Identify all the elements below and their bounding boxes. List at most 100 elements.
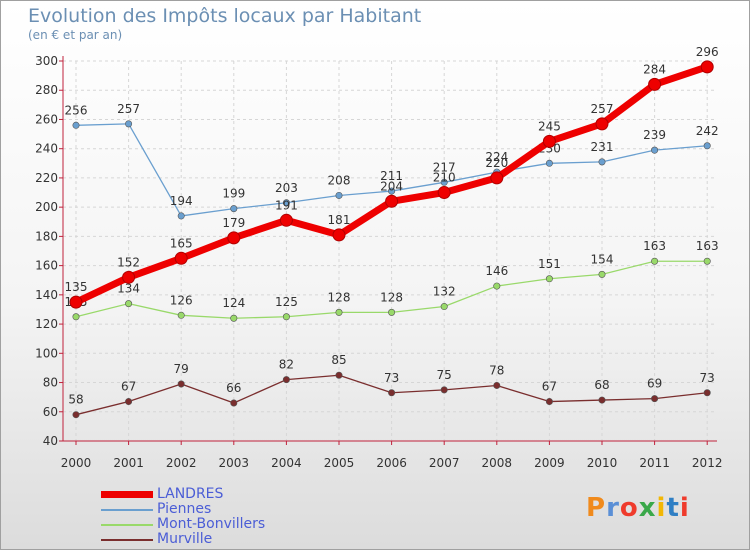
- x-tick-label: 2000: [61, 456, 92, 470]
- data-point: [493, 381, 501, 389]
- data-point: [177, 212, 185, 220]
- x-tick-label: 2004: [271, 456, 302, 470]
- x-tick-label: 2010: [587, 456, 618, 470]
- data-point: [703, 257, 711, 265]
- y-tick-label: 180: [35, 229, 58, 243]
- x-tick-label: 2011: [639, 456, 670, 470]
- data-point: [177, 311, 185, 319]
- data-label: 191: [275, 198, 298, 212]
- data-label: 67: [121, 380, 136, 394]
- data-label: 210: [433, 171, 456, 185]
- data-label: 124: [222, 296, 245, 310]
- data-point: [72, 121, 80, 129]
- data-label: 208: [328, 173, 351, 187]
- data-point: [648, 77, 662, 91]
- y-tick-label: 140: [35, 288, 58, 302]
- data-point: [227, 231, 241, 245]
- data-label: 125: [275, 295, 298, 309]
- legend-item: LANDRES: [101, 487, 265, 502]
- legend-item: Mont-Bonvillers: [101, 517, 265, 532]
- data-point: [440, 303, 448, 311]
- data-point: [282, 313, 290, 321]
- y-tick-label: 40: [43, 434, 58, 448]
- data-point: [437, 186, 451, 200]
- data-label: 58: [68, 393, 83, 407]
- legend-swatch: [101, 538, 153, 541]
- y-tick-label: 60: [43, 405, 58, 419]
- logo-letter: o: [619, 493, 639, 523]
- legend-label: Piennes: [157, 501, 212, 517]
- data-point: [440, 178, 448, 186]
- data-point: [282, 199, 290, 207]
- proxiti-logo: Proxiti: [586, 493, 690, 523]
- data-label: 181: [328, 213, 351, 227]
- data-label: 128: [380, 290, 403, 304]
- data-label: 296: [696, 45, 719, 59]
- data-label: 82: [279, 358, 294, 372]
- data-point: [493, 282, 501, 290]
- data-label: 242: [696, 124, 719, 138]
- data-point: [174, 251, 188, 265]
- data-label: 73: [700, 371, 715, 385]
- data-label: 203: [275, 181, 298, 195]
- data-label: 151: [538, 257, 561, 271]
- data-point: [122, 270, 136, 284]
- data-point: [545, 398, 553, 406]
- data-label: 224: [485, 150, 508, 164]
- x-tick-label: 2008: [482, 456, 513, 470]
- data-point: [282, 376, 290, 384]
- data-point: [388, 389, 396, 397]
- data-label: 179: [222, 216, 245, 230]
- y-tick-label: 80: [43, 376, 58, 390]
- axes: 40 60 80 100 120 140 160 180 200 220 240 260 280 300 2…: [35, 54, 722, 470]
- data-point: [598, 270, 606, 278]
- data-label: 163: [696, 239, 719, 253]
- series-mont-bonvillers: 125134126124125128128132146151154163163: [65, 239, 719, 322]
- data-point: [545, 275, 553, 283]
- data-point: [72, 313, 80, 321]
- data-point: [69, 295, 83, 309]
- data-point: [703, 389, 711, 397]
- x-tick-label: 2012: [692, 456, 723, 470]
- data-label: 135: [65, 280, 88, 294]
- data-label: 245: [538, 119, 561, 133]
- data-label: 199: [222, 187, 245, 201]
- data-point: [335, 308, 343, 316]
- legend-swatch: [101, 508, 153, 511]
- logo-letter: i: [679, 493, 690, 523]
- y-tick-label: 220: [35, 171, 58, 185]
- data-point: [335, 191, 343, 199]
- logo-letter: i: [656, 493, 667, 523]
- y-tick-label: 280: [35, 83, 58, 97]
- data-label: 68: [594, 378, 609, 392]
- legend-swatch: [101, 523, 153, 526]
- grid-lines: [63, 60, 717, 442]
- legend-label: Murville: [157, 531, 213, 547]
- data-point: [72, 411, 80, 419]
- legend-label: LANDRES: [157, 486, 224, 502]
- legend-item: Piennes: [101, 502, 265, 517]
- logo-letter: t: [666, 493, 680, 523]
- data-point: [230, 205, 238, 213]
- data-label: 128: [328, 290, 351, 304]
- data-label: 134: [117, 282, 140, 296]
- data-label: 211: [380, 169, 403, 183]
- data-label: 154: [591, 252, 614, 266]
- data-point: [332, 228, 346, 242]
- data-point: [125, 120, 133, 128]
- legend-swatch: [101, 491, 153, 498]
- data-point: [125, 398, 133, 406]
- data-point: [700, 60, 714, 74]
- chart-legend: LANDRES Piennes Mont-Bonvillers Murville: [101, 487, 265, 547]
- legend-label: Mont-Bonvillers: [157, 516, 266, 532]
- data-label: 69: [647, 377, 662, 391]
- data-label: 256: [65, 103, 88, 117]
- x-tick-label: 2001: [113, 456, 144, 470]
- y-tick-label: 200: [35, 200, 58, 214]
- data-label: 257: [591, 102, 614, 116]
- data-point: [651, 395, 659, 403]
- y-tick-label: 100: [35, 346, 58, 360]
- y-tick-label: 240: [35, 142, 58, 156]
- data-point: [598, 158, 606, 166]
